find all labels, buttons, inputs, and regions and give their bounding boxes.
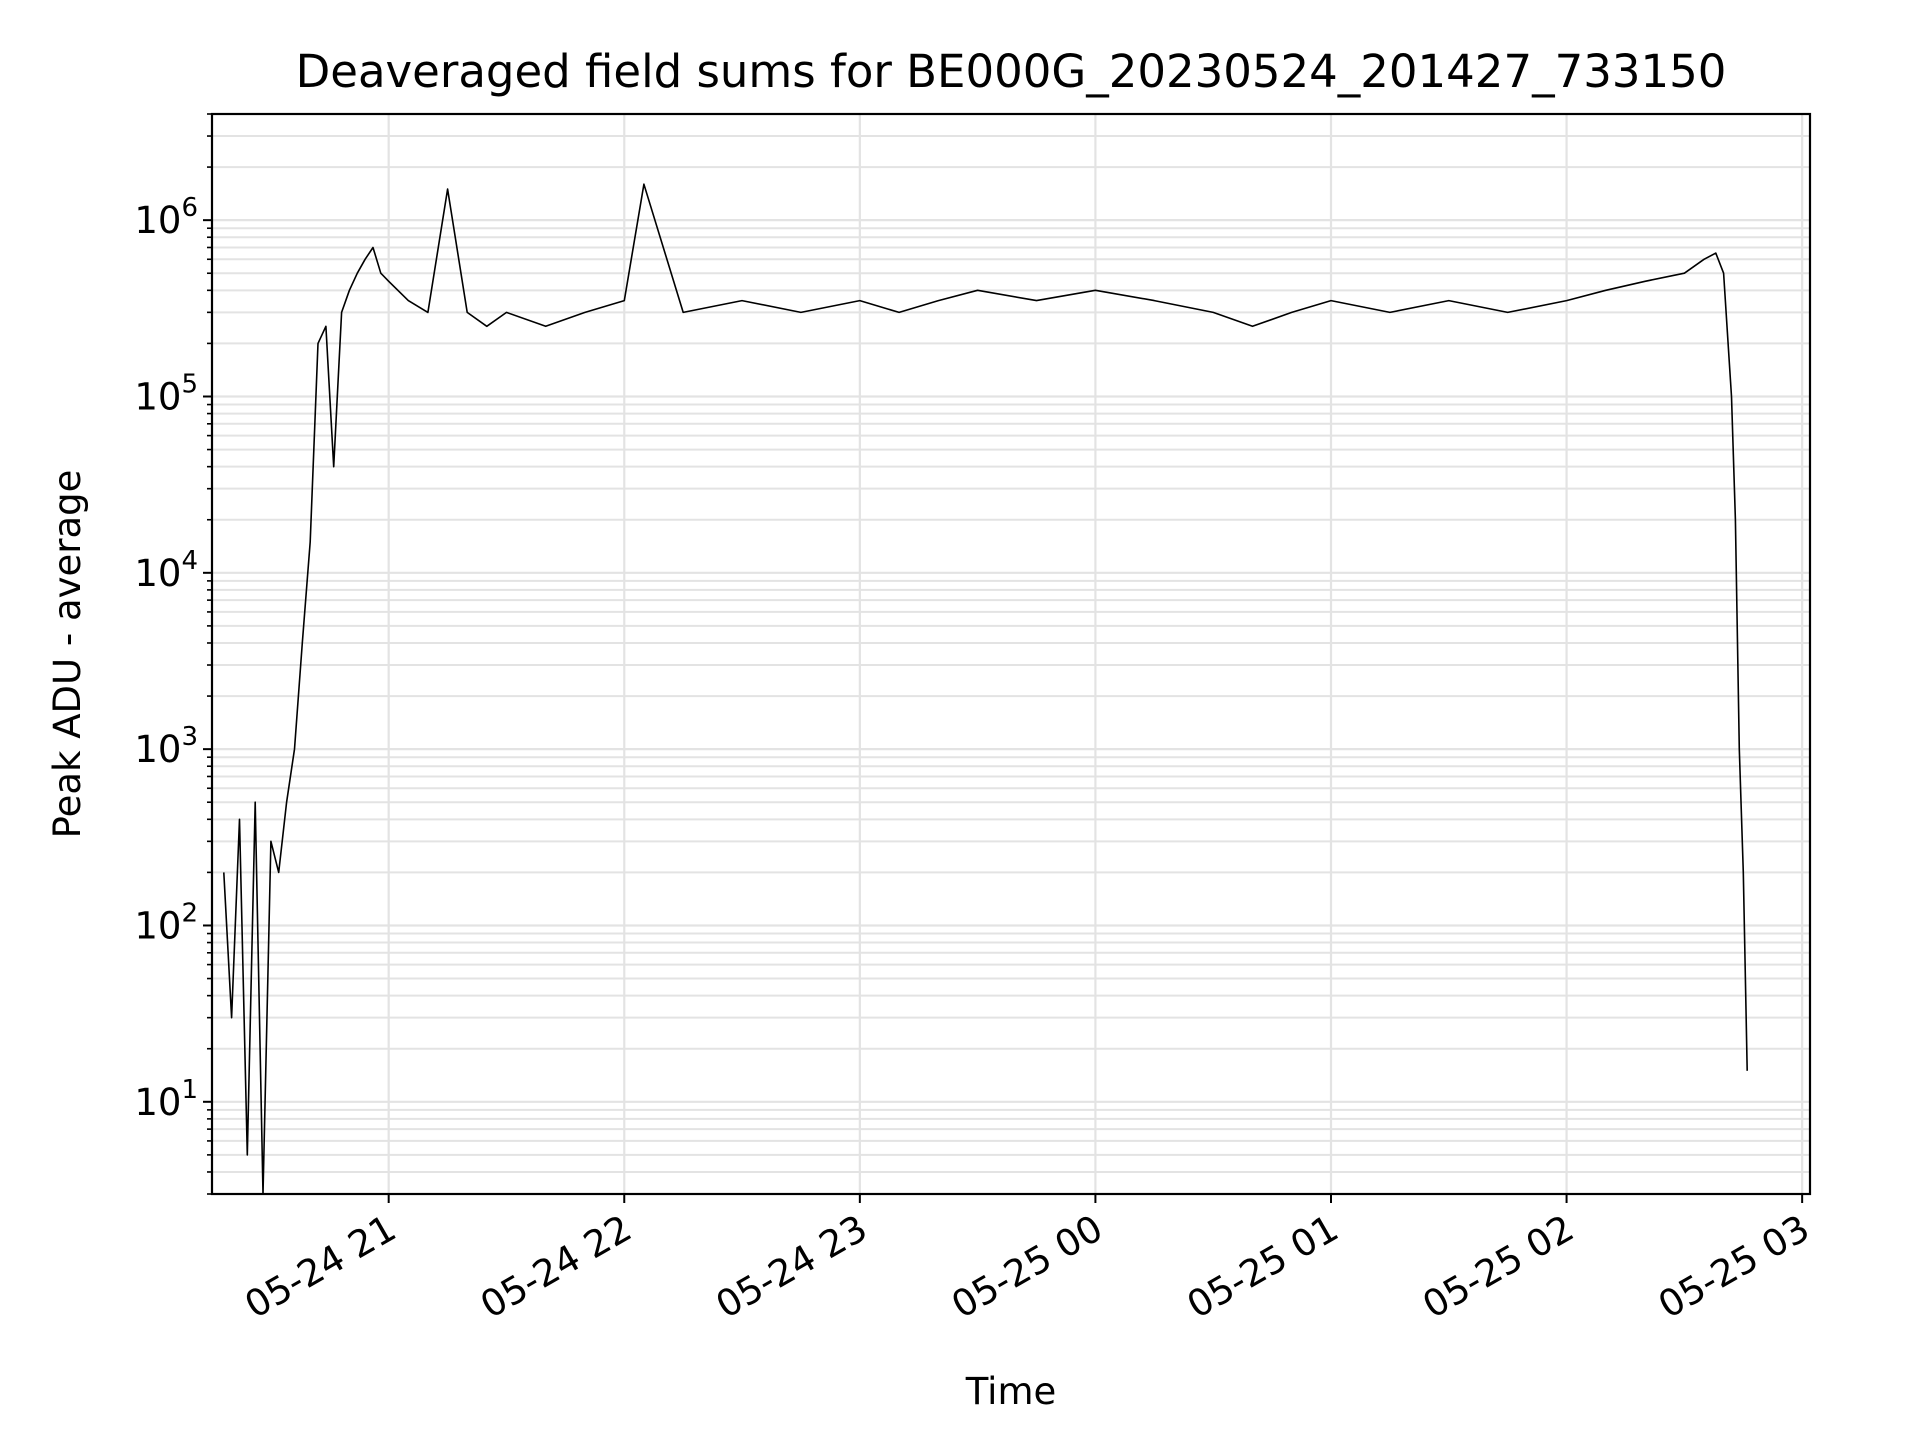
y-tick-label: 106 xyxy=(134,193,198,242)
y-tick-label: 102 xyxy=(134,898,198,947)
y-tick-label: 101 xyxy=(134,1075,198,1124)
y-tick-label: 104 xyxy=(134,546,198,595)
plot-frame xyxy=(210,112,1812,1196)
series-layer xyxy=(223,183,1748,1194)
chart-title: Deaveraged field sums for BE000G_2023052… xyxy=(296,45,1727,98)
x-axis-label: Time xyxy=(965,1370,1057,1413)
y-tick-label: 103 xyxy=(134,722,198,771)
grid xyxy=(212,113,1810,1195)
y-tick-label: 105 xyxy=(134,369,198,418)
y-axis-label: Peak ADU - average xyxy=(46,470,89,839)
y-axis-ticks: 101 102 103 104 105 106 xyxy=(134,113,212,1195)
series-line xyxy=(223,183,1748,1194)
